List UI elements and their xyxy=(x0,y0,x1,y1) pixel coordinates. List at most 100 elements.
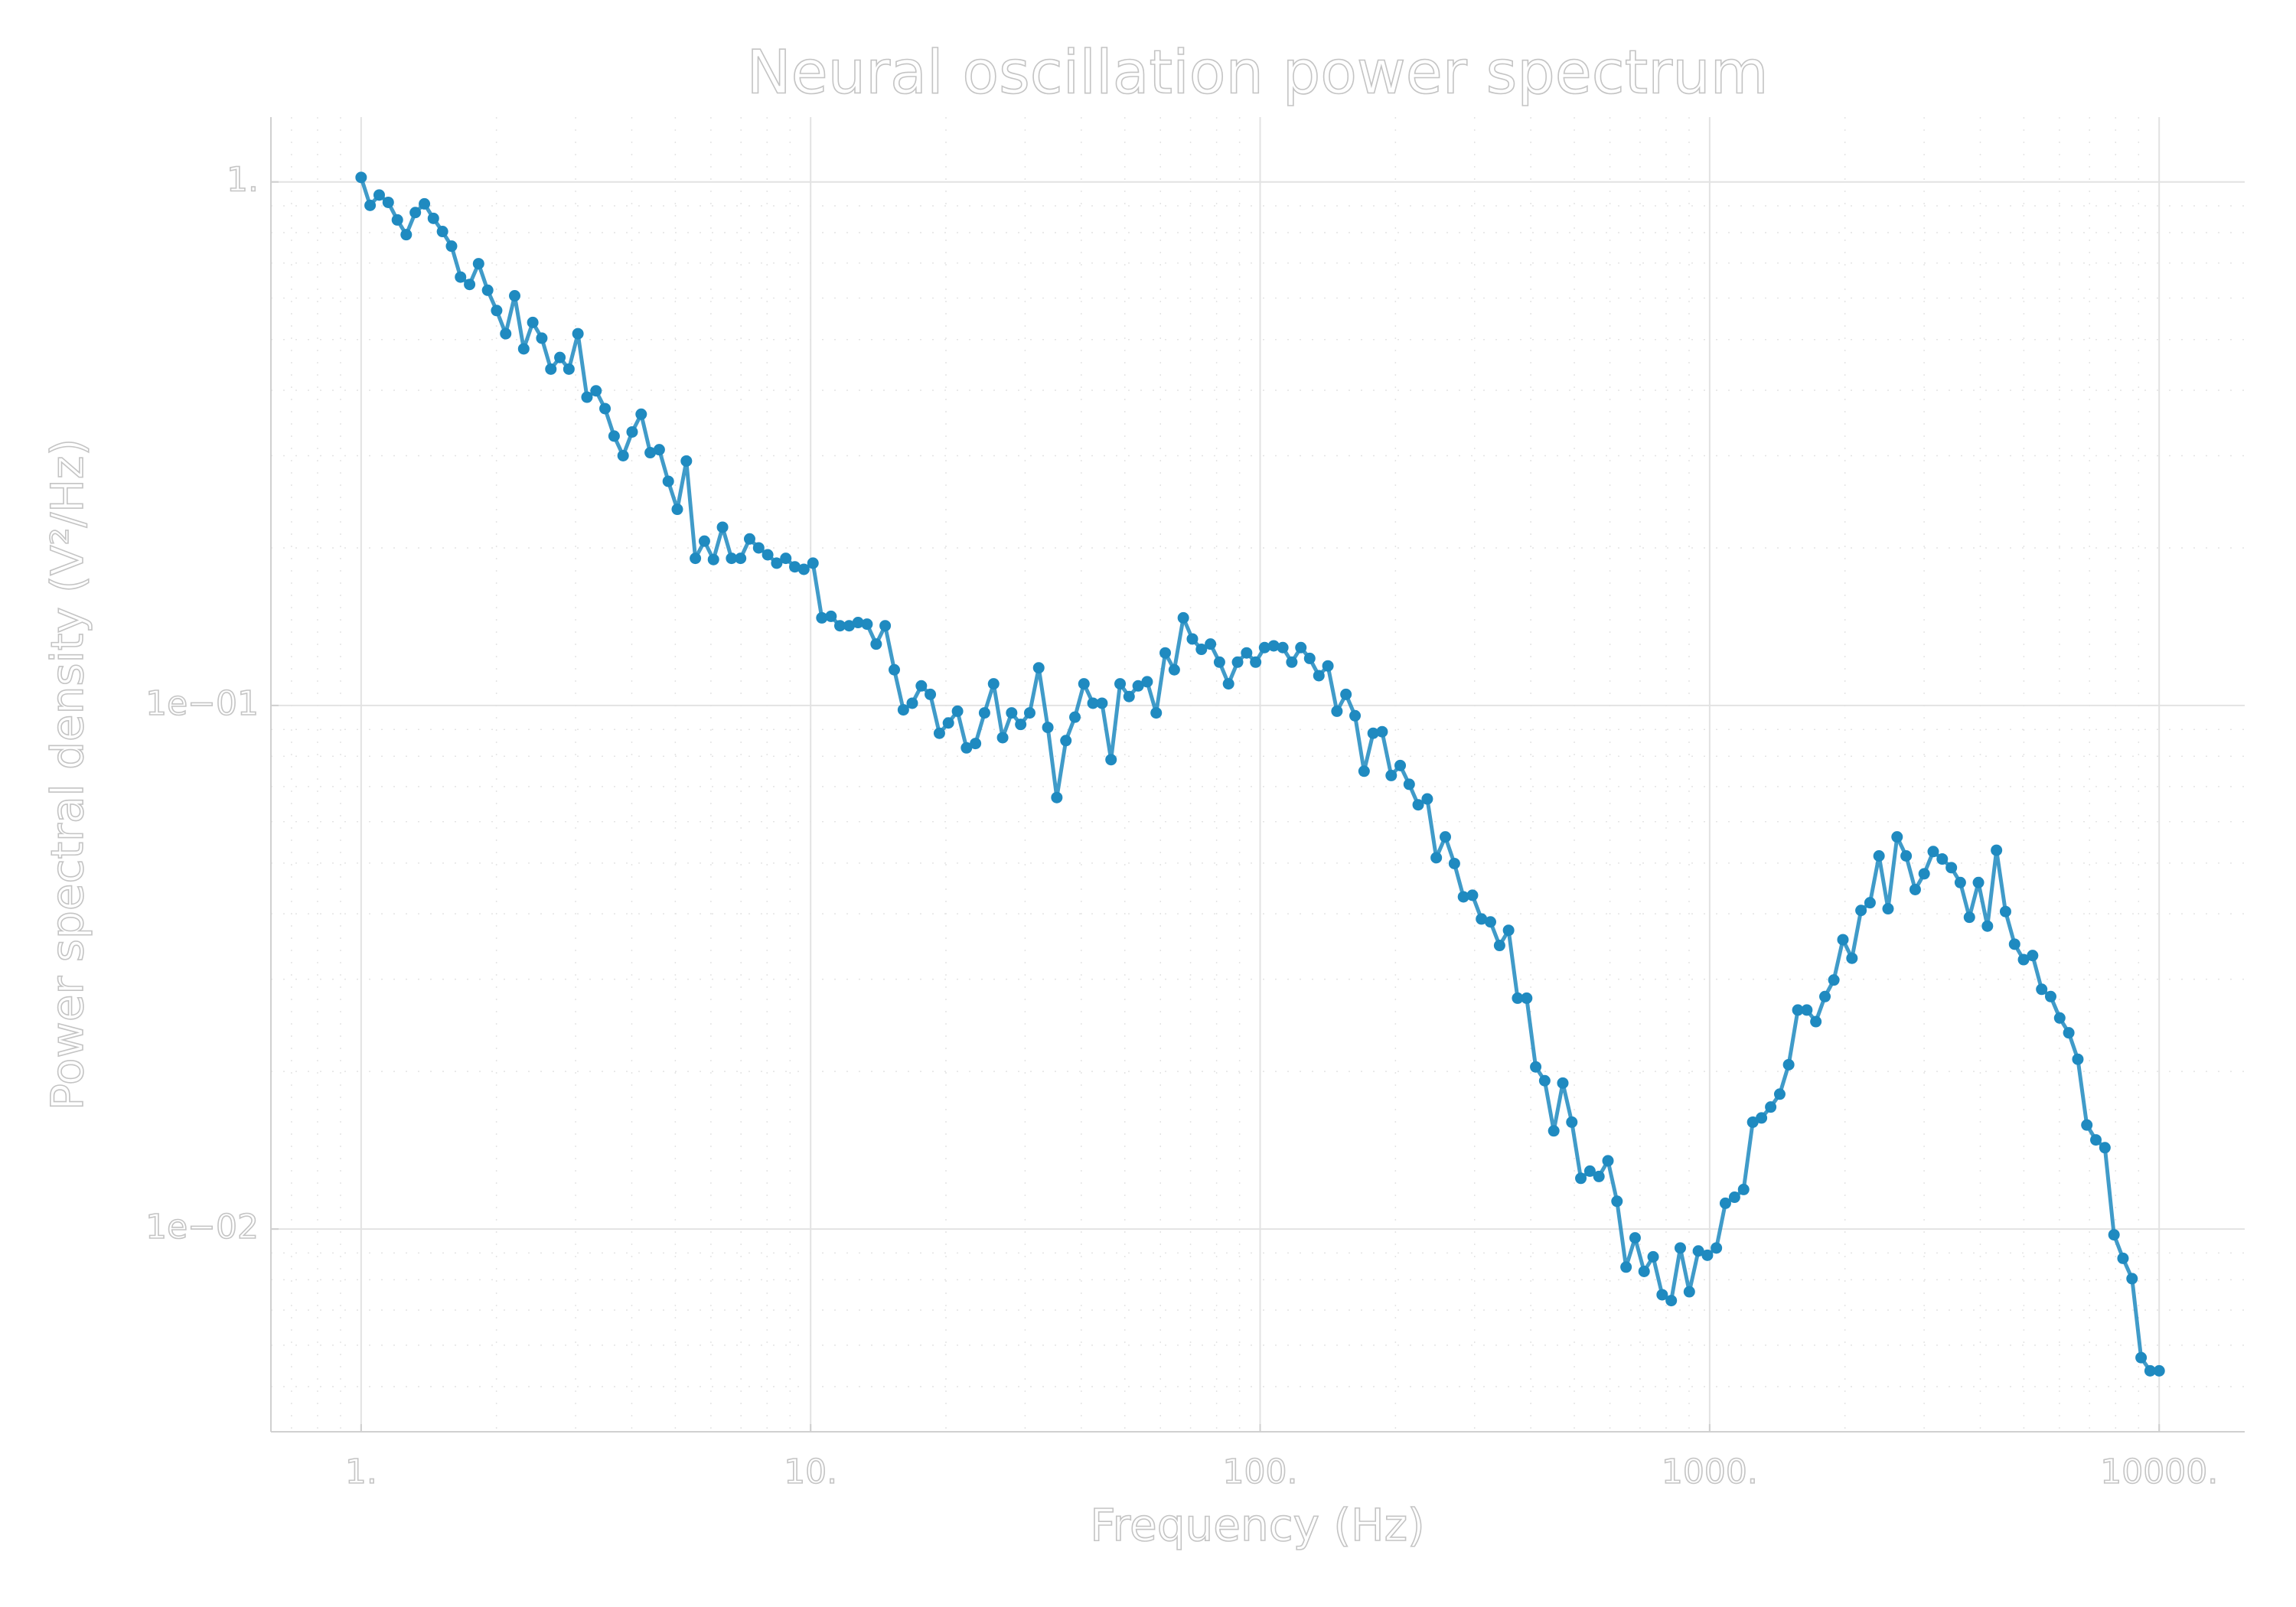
data-point xyxy=(472,258,484,270)
y-tick-label: 1e−01 xyxy=(145,684,259,723)
data-point xyxy=(2135,1351,2148,1364)
data-point xyxy=(1792,1004,1804,1016)
y-tick-label: 1. xyxy=(227,161,259,200)
data-point xyxy=(1349,709,1362,722)
data-point xyxy=(1737,1183,1750,1195)
data-point xyxy=(987,678,1000,690)
data-point xyxy=(2017,953,2030,966)
data-point xyxy=(2081,1119,2093,1131)
data-point xyxy=(1006,707,1018,719)
data-point xyxy=(1376,725,1388,738)
data-point xyxy=(1060,735,1072,747)
data-point xyxy=(1159,647,1172,659)
data-point xyxy=(1583,1165,1596,1177)
chart-title: Neural oscillation power spectrum xyxy=(746,38,1768,107)
data-point xyxy=(599,403,612,415)
data-point xyxy=(1936,853,1949,865)
data-point xyxy=(2144,1364,2156,1377)
data-point xyxy=(970,738,982,750)
data-point xyxy=(816,611,828,624)
data-point xyxy=(382,196,394,208)
data-point xyxy=(617,449,629,461)
data-point xyxy=(1205,638,1217,650)
data-point xyxy=(1728,1191,1740,1204)
data-point xyxy=(1629,1232,1641,1244)
data-point xyxy=(743,533,755,545)
x-tick-label: 1. xyxy=(345,1452,377,1491)
data-point xyxy=(635,408,647,420)
data-point xyxy=(464,279,476,291)
data-point xyxy=(843,620,855,632)
data-point xyxy=(852,617,864,629)
data-point xyxy=(1114,678,1127,690)
axes: 1. 10. 100. 1000. 10000. 1e−02 1e−01 1. xyxy=(145,117,2245,1492)
data-point xyxy=(563,363,575,375)
data-point xyxy=(1538,1074,1551,1087)
data-point xyxy=(1945,862,1958,874)
data-point xyxy=(527,316,539,328)
data-point xyxy=(933,727,945,739)
data-point xyxy=(1638,1265,1650,1277)
x-tick-label: 100. xyxy=(1223,1452,1298,1491)
data-point xyxy=(1340,688,1352,700)
data-point xyxy=(889,663,901,676)
data-point xyxy=(1548,1125,1560,1137)
data-point xyxy=(833,620,846,632)
data-point xyxy=(797,563,810,575)
data-point xyxy=(1385,769,1397,781)
data-point xyxy=(1711,1242,1723,1254)
data-point xyxy=(2108,1229,2120,1241)
data-point xyxy=(1322,660,1334,672)
data-point xyxy=(1403,778,1415,790)
data-point xyxy=(517,343,530,355)
data-point xyxy=(1512,992,1524,1004)
data-point xyxy=(2126,1273,2138,1285)
data-point xyxy=(1087,697,1099,709)
data-point xyxy=(1927,846,1939,858)
data-point xyxy=(1439,831,1451,843)
data-point xyxy=(1412,799,1424,811)
data-point xyxy=(1123,690,1135,702)
data-point xyxy=(1864,897,1876,909)
data-point xyxy=(653,444,665,456)
data-point xyxy=(752,542,765,554)
data-point xyxy=(1620,1261,1632,1273)
data-point xyxy=(2153,1364,2165,1377)
data-point xyxy=(1032,662,1045,674)
data-point xyxy=(942,717,954,729)
data-point xyxy=(771,557,783,569)
data-point xyxy=(554,351,566,363)
data-point xyxy=(590,385,602,397)
x-axis-label: Frequency (Hz) xyxy=(1090,1499,1424,1551)
data-point xyxy=(1530,1061,1542,1073)
data-point xyxy=(789,561,801,573)
data-point xyxy=(2117,1252,2129,1264)
data-point xyxy=(906,697,918,709)
data-point xyxy=(1213,656,1225,668)
data-point xyxy=(1882,903,1894,915)
data-point xyxy=(1692,1245,1704,1257)
data-point xyxy=(1267,640,1280,652)
data-point xyxy=(716,521,729,533)
data-point xyxy=(2027,950,2039,962)
data-point xyxy=(698,535,710,547)
data-point xyxy=(1394,759,1407,771)
data-point xyxy=(1521,992,1533,1004)
data-point xyxy=(1195,644,1208,656)
data-point xyxy=(2036,983,2048,996)
data-point xyxy=(879,620,892,632)
data-point xyxy=(1991,844,2003,856)
data-point xyxy=(1918,868,1930,880)
data-point xyxy=(861,618,873,631)
data-point xyxy=(1303,652,1316,664)
y-tick-label: 1e−02 xyxy=(145,1208,259,1247)
data-point xyxy=(509,290,521,302)
data-point xyxy=(1683,1286,1695,1298)
data-point xyxy=(1593,1170,1605,1182)
data-point xyxy=(1719,1197,1731,1209)
data-point xyxy=(1466,889,1479,901)
data-point xyxy=(1493,940,1505,952)
data-point xyxy=(1277,641,1289,654)
data-point xyxy=(427,212,439,224)
data-point xyxy=(951,705,964,717)
